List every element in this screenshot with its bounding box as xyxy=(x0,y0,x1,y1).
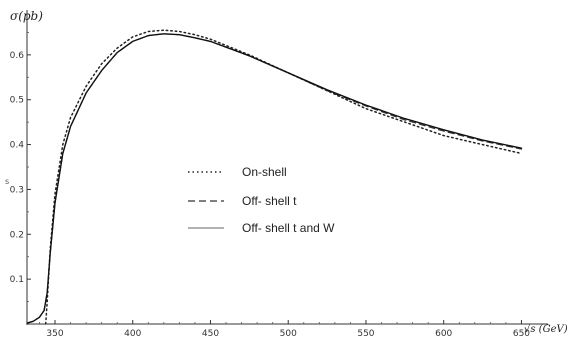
legend: On-shell Off- shell t Off- shell t and W xyxy=(188,165,335,235)
legend-label-off-shell-t-and-w: Off- shell t and W xyxy=(242,221,335,235)
x-tick-label: 650 xyxy=(513,329,530,339)
x-tick-label: 350 xyxy=(46,329,63,339)
x-tick-label: 500 xyxy=(280,329,297,339)
x-tick-label: 450 xyxy=(202,329,219,339)
y-tick-label: 0.5 xyxy=(10,96,24,106)
x-tick-label: 550 xyxy=(357,329,374,339)
y-tick-label: 0.3 xyxy=(10,185,24,195)
series-layer xyxy=(26,29,523,325)
y-tick-label: 0.6 xyxy=(10,51,25,61)
y-tick-label: 0.1 xyxy=(10,275,24,285)
x-axis-title: √s (GeV) xyxy=(524,324,568,335)
x-tick-label: 400 xyxy=(124,329,141,339)
series-line-on-shell xyxy=(44,29,523,325)
y-tick-label: 0.4 xyxy=(10,141,25,151)
y-tick-label: 0.2 xyxy=(10,230,24,240)
series-line-off-shell-t-and-w xyxy=(26,33,523,324)
stray-mark: s xyxy=(5,177,9,186)
ticks-layer: 350 400 450 500 550 600 650 0.1 0.2 0.3 0.4 0.5 0.6 xyxy=(10,32,530,339)
legend-label-on-shell: On-shell xyxy=(242,165,287,179)
legend-label-off-shell-t: Off- shell t xyxy=(242,194,297,208)
x-tick-label: 600 xyxy=(435,329,452,339)
axes-layer xyxy=(26,10,548,325)
y-axis-title: σ(pb) xyxy=(10,9,43,23)
